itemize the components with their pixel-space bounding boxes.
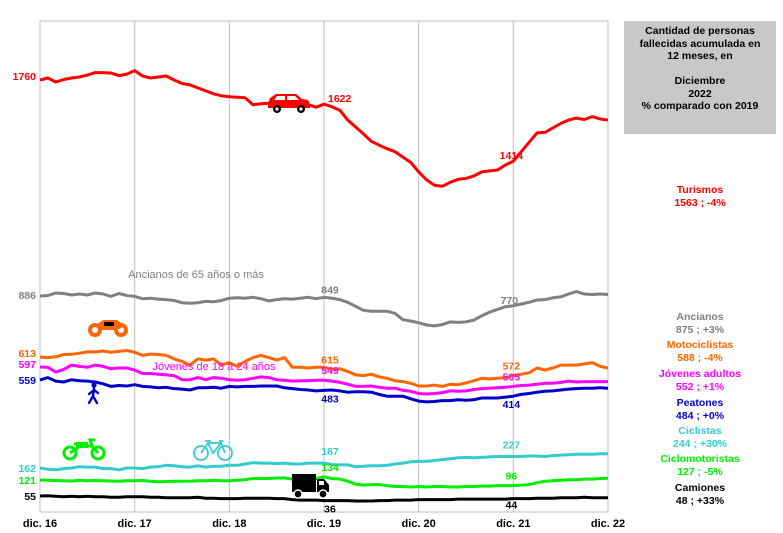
note-line: Cantidad de personas bbox=[645, 25, 755, 37]
legend-name: Ciclomotoristas bbox=[660, 453, 740, 465]
data-label-camiones: 44 bbox=[505, 500, 517, 512]
data-label-ancianos: 886 bbox=[18, 290, 36, 302]
series-line-ciclomoto bbox=[39, 475, 609, 489]
legend-item-jovenes: Jóvenes adultos 552 ; +1% bbox=[620, 368, 780, 393]
legend-value: 552 ; +1% bbox=[675, 380, 725, 393]
data-label-ancianos: 849 bbox=[321, 284, 339, 296]
annotation-label: Jóvenes de 18 a 24 años bbox=[153, 361, 276, 373]
motorcycle-icon bbox=[88, 320, 128, 337]
series-line-peatones bbox=[39, 376, 609, 404]
data-labels: 1760 1622 1414 886 849 770 613 615 572 597 549 505 5… bbox=[13, 71, 524, 516]
note-line: 12 meses, en bbox=[667, 50, 733, 62]
x-tick-label: dic. 22 bbox=[591, 518, 625, 530]
x-tick-labels: dic. 16 dic. 17 dic. 18 dic. 19 dic. 20 dic. … bbox=[23, 518, 625, 530]
data-label-camiones: 36 bbox=[324, 504, 336, 516]
data-label-peatones: 483 bbox=[321, 393, 339, 405]
data-label-moto: 572 bbox=[503, 361, 521, 373]
vehicle-icons bbox=[62, 94, 329, 499]
data-label-ancianos: 770 bbox=[501, 295, 519, 307]
data-label-turismos: 1414 bbox=[500, 150, 524, 162]
pedestrian-icon bbox=[87, 382, 100, 405]
x-tick-label: dic. 18 bbox=[212, 518, 246, 530]
data-label-ciclistas: 227 bbox=[503, 439, 521, 451]
x-tick-label: dic. 19 bbox=[307, 518, 341, 530]
series-line-ancianos bbox=[39, 290, 609, 328]
truck-icon bbox=[292, 474, 329, 499]
data-label-moto: 615 bbox=[321, 354, 339, 366]
legend-name: Peatones bbox=[676, 397, 724, 409]
data-label-jovenes: 597 bbox=[18, 359, 36, 371]
annotation-label: Ancianos de 65 años o más bbox=[128, 269, 264, 281]
series-line-ciclistas bbox=[39, 452, 608, 472]
series-line-jovenes bbox=[39, 363, 608, 396]
data-label-ciclistas: 187 bbox=[321, 446, 339, 458]
legend-value: 127 ; -5% bbox=[677, 465, 723, 478]
series-line-moto bbox=[39, 349, 609, 388]
legend-value: 484 ; +0% bbox=[675, 409, 725, 422]
grid-lines bbox=[39, 20, 609, 513]
car-icon bbox=[268, 94, 310, 113]
data-label-moto: 613 bbox=[18, 348, 36, 360]
series-lines bbox=[39, 69, 609, 503]
legend-item-camiones: Camiones 48 ; +33% bbox=[620, 482, 780, 507]
legend-item-moto: Motociclistas 588 ; -4% bbox=[620, 339, 780, 364]
note-line: 2022 bbox=[688, 87, 712, 100]
legend-value: 48 ; +33% bbox=[675, 494, 725, 507]
data-label-ciclomoto: 96 bbox=[505, 471, 517, 483]
legend-item-ciclistas: Ciclistas 244 ; +30% bbox=[620, 425, 780, 450]
legend-value: 1563 ; -4% bbox=[674, 196, 726, 209]
data-label-turismos: 1760 bbox=[13, 71, 37, 83]
x-tick-label: dic. 20 bbox=[402, 518, 436, 530]
moped-icon bbox=[62, 438, 106, 461]
legend-name: Ancianos bbox=[676, 311, 724, 323]
data-label-camiones: 55 bbox=[24, 491, 36, 503]
x-tick-label: dic. 21 bbox=[496, 518, 530, 530]
legend-item-peatones: Peatones 484 ; +0% bbox=[620, 397, 780, 422]
x-tick-label: dic. 16 bbox=[23, 518, 57, 530]
legend-item-ancianos: Ancianos 875 ; +3% bbox=[620, 311, 780, 336]
data-label-peatones: 414 bbox=[503, 399, 521, 411]
legend-value: 875 ; +3% bbox=[675, 323, 725, 336]
legend-item-ciclomoto: Ciclomotoristas 127 ; -5% bbox=[620, 453, 780, 478]
chart-note: Cantidad de personas fallecidas acumulada… bbox=[624, 21, 776, 134]
series-line-turismos bbox=[39, 69, 609, 188]
series-line-camiones bbox=[39, 494, 608, 503]
legend-value: 588 ; -4% bbox=[677, 351, 723, 364]
bicycle-icon bbox=[193, 440, 233, 461]
legend-name: Camiones bbox=[674, 482, 726, 494]
data-label-jovenes: 549 bbox=[321, 365, 339, 377]
data-label-peatones: 559 bbox=[18, 375, 36, 387]
annotations: Ancianos de 65 años o más Jóvenes de 18 a… bbox=[128, 269, 276, 373]
note-line bbox=[624, 63, 776, 76]
legend-name: Ciclistas bbox=[678, 425, 722, 437]
legend-item-turismos: Turismos 1563 ; -4% bbox=[620, 184, 780, 209]
legend-name: Jóvenes adultos bbox=[658, 368, 742, 380]
legend-name: Turismos bbox=[676, 184, 724, 196]
note-line: fallecidas acumulada en bbox=[639, 37, 761, 50]
data-label-ciclomoto: 134 bbox=[321, 462, 339, 474]
legend-name: Motociclistas bbox=[666, 339, 734, 351]
note-line: Diciembre bbox=[674, 75, 726, 87]
x-tick-label: dic. 17 bbox=[118, 518, 152, 530]
legend-value: 244 ; +30% bbox=[673, 437, 727, 450]
data-label-turismos: 1622 bbox=[328, 93, 352, 105]
data-label-jovenes: 505 bbox=[503, 371, 521, 383]
data-label-ciclistas: 162 bbox=[18, 463, 36, 475]
data-label-ciclomoto: 121 bbox=[18, 475, 36, 487]
note-line: % comparado con 2019 bbox=[641, 100, 759, 112]
